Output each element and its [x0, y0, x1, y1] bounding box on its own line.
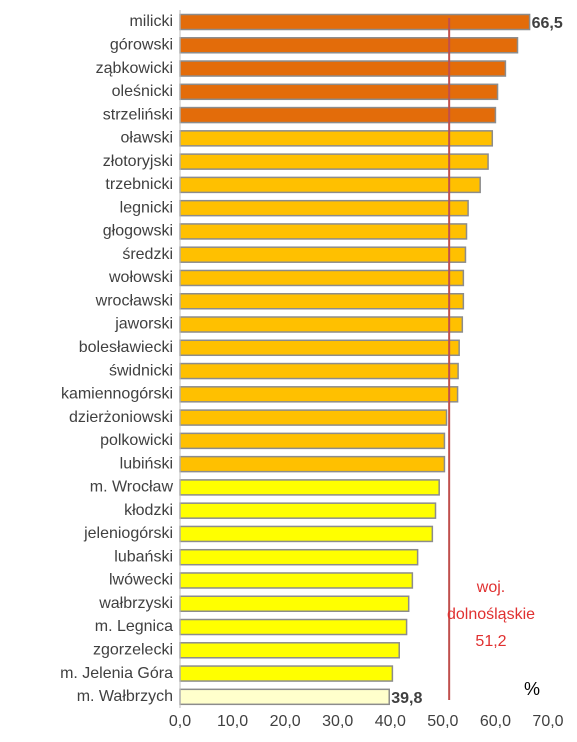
- x-tick-label: 20,0: [270, 713, 301, 730]
- bar: [179, 269, 465, 287]
- y-tick-label: lwówecki: [109, 572, 173, 589]
- y-tick-label: kamiennogórski: [61, 386, 173, 403]
- bar: [179, 642, 400, 659]
- bar: [179, 502, 437, 519]
- bar: [179, 292, 465, 310]
- y-tick-label: oleśnicki: [112, 83, 173, 100]
- y-tick-label: polkowicki: [100, 432, 173, 449]
- y-tick-label: lubański: [114, 548, 173, 565]
- bar: [179, 176, 481, 194]
- bar: [179, 246, 467, 263]
- x-tick-label: 40,0: [375, 713, 406, 730]
- x-tick-label: 50,0: [427, 713, 458, 730]
- y-tick-label: dzierżoniowski: [69, 409, 173, 426]
- y-tick-label: górowski: [110, 36, 173, 53]
- y-tick-label: ząbkowicki: [96, 60, 173, 77]
- y-tick-label: wałbrzyski: [98, 595, 173, 612]
- y-tick-label: milicki: [129, 13, 173, 30]
- bar: [179, 572, 414, 589]
- bar: [179, 37, 519, 54]
- bar: [179, 479, 440, 496]
- y-tick-label: średzki: [122, 246, 173, 263]
- y-tick-label: świdnicki: [109, 362, 173, 379]
- bar: [179, 548, 419, 566]
- bar: [179, 688, 390, 706]
- y-tick-label: lubiński: [120, 455, 173, 472]
- bar: [179, 106, 497, 124]
- y-tick-label: złotoryjski: [103, 153, 173, 170]
- x-tick-label: 60,0: [480, 713, 511, 730]
- y-tick-label: m. Wrocław: [90, 479, 174, 496]
- data-label: 39,8: [391, 690, 422, 707]
- y-tick-label: trzebnicki: [105, 176, 173, 193]
- bar: [179, 223, 468, 240]
- x-tick-label: 10,0: [217, 713, 248, 730]
- y-tick-label: wrocławski: [95, 292, 173, 309]
- y-tick-label: kłodzki: [124, 502, 173, 519]
- y-tick-label: zgorzelecki: [93, 642, 173, 659]
- bar: [179, 386, 459, 403]
- x-tick-label: 0,0: [169, 713, 191, 730]
- bar: [179, 618, 408, 636]
- y-tick-label: wołowski: [108, 269, 173, 286]
- y-tick-label: oławski: [121, 130, 173, 147]
- unit-label: %: [524, 679, 540, 699]
- bar: [179, 595, 410, 612]
- y-tick-label: strzeliński: [103, 106, 173, 123]
- y-tick-label: m. Jelenia Góra: [60, 665, 173, 682]
- bar: [179, 362, 459, 380]
- x-tick-label: 70,0: [532, 713, 563, 730]
- y-tick-label: m. Wałbrzych: [77, 688, 173, 705]
- bar: [179, 130, 494, 147]
- bar: [179, 409, 448, 426]
- bar: [179, 13, 531, 31]
- y-tick-label: jaworski: [114, 316, 173, 333]
- reference-value: 51,2: [475, 633, 506, 650]
- x-tick-label: 30,0: [322, 713, 353, 730]
- bar: [179, 455, 446, 473]
- bar: [179, 199, 469, 217]
- bar: [179, 316, 464, 333]
- y-tick-label: jeleniogórski: [83, 525, 173, 542]
- bar: [179, 60, 507, 77]
- y-tick-label: bolesławiecki: [79, 339, 173, 356]
- y-tick-label: głogowski: [103, 223, 173, 240]
- bar: [179, 525, 434, 543]
- reference-label: dolnośląskie: [447, 606, 535, 623]
- bar: [179, 432, 446, 450]
- bar: [179, 153, 489, 170]
- reference-label: woj.: [476, 579, 505, 596]
- y-tick-label: legnicki: [120, 199, 173, 216]
- bar: [179, 665, 394, 682]
- bar: [179, 339, 460, 357]
- data-label: 66,5: [532, 15, 563, 32]
- y-tick-label: m. Legnica: [95, 618, 173, 635]
